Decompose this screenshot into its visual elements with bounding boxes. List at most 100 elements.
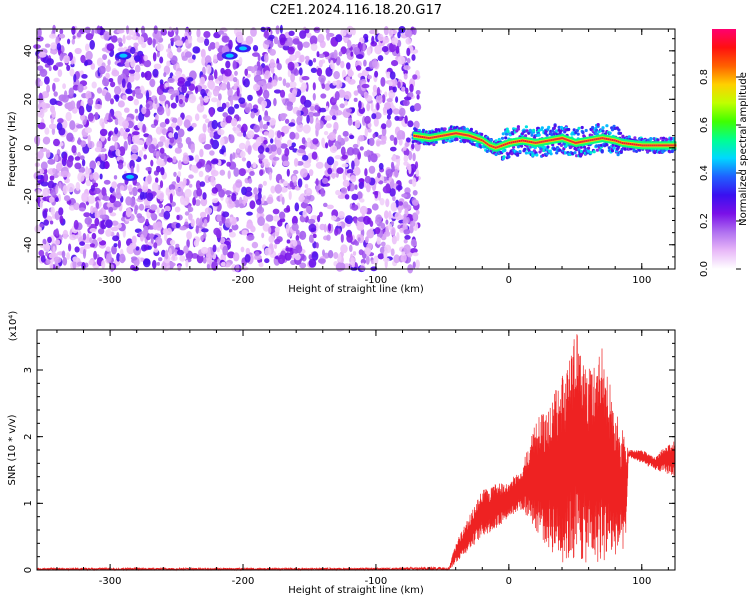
noise-blob	[143, 181, 149, 187]
noise-blob	[105, 64, 111, 73]
noise-blob	[167, 51, 173, 59]
noise-blob	[86, 233, 90, 242]
noise-blob	[270, 185, 276, 194]
noise-blob	[314, 104, 320, 111]
noise-blob	[40, 254, 46, 263]
noise-blob	[246, 160, 252, 169]
hotspot-inner	[225, 53, 234, 58]
signal-peak	[492, 145, 495, 148]
noise-blob	[156, 158, 164, 166]
signal-peak	[498, 145, 501, 148]
signal-spread	[549, 152, 553, 156]
noise-blob	[272, 156, 280, 161]
noise-blob	[391, 235, 397, 245]
noise-blob	[255, 136, 262, 147]
noise-blob	[264, 70, 271, 80]
noise-blob	[71, 38, 76, 45]
noise-blob	[183, 119, 191, 129]
noise-blob	[220, 67, 225, 75]
noise-blob	[150, 159, 154, 167]
noise-blob	[49, 175, 55, 181]
noise-blob	[327, 250, 334, 259]
noise-blob	[351, 262, 355, 268]
noise-blob	[336, 167, 344, 175]
noise-blob	[308, 234, 314, 243]
noise-blob	[302, 209, 308, 218]
noise-blob	[185, 137, 192, 145]
noise-blob	[99, 173, 103, 180]
noise-blob	[211, 97, 218, 103]
noise-blob	[255, 199, 262, 205]
noise-blob	[73, 219, 79, 230]
noise-blob	[84, 217, 93, 225]
noise-blob	[257, 154, 266, 159]
noise-blob	[346, 147, 355, 156]
noise-blob	[279, 113, 288, 118]
noise-blob	[412, 213, 418, 221]
noise-blob	[158, 94, 167, 102]
noise-blob	[400, 253, 407, 263]
noise-blob	[74, 162, 82, 170]
noise-blob	[250, 27, 257, 37]
noise-blob	[351, 147, 360, 155]
noise-blob	[338, 211, 345, 219]
signal-spread	[528, 128, 533, 132]
signal-spread	[553, 147, 557, 151]
spectrogram-x-tick-label: 0	[506, 275, 512, 286]
noise-blob	[286, 205, 291, 212]
noise-blob	[412, 261, 416, 269]
noise-blob	[152, 68, 159, 78]
noise-blob	[391, 37, 399, 45]
noise-blob	[412, 177, 417, 188]
noise-blob	[83, 243, 92, 249]
noise-blob	[37, 150, 44, 159]
noise-blob	[397, 81, 401, 89]
noise-blob	[213, 69, 218, 80]
noise-blob	[43, 173, 49, 183]
signal-spread	[573, 151, 577, 155]
noise-blob	[351, 107, 355, 113]
noise-blob	[390, 146, 397, 152]
noise-blob	[310, 105, 315, 112]
noise-blob	[326, 32, 331, 41]
noise-blob	[213, 227, 221, 236]
noise-blob	[205, 164, 211, 173]
noise-blob	[256, 61, 261, 67]
signal-spread	[479, 145, 483, 149]
noise-blob	[313, 112, 321, 117]
noise-blob	[145, 90, 150, 101]
noise-blob	[375, 214, 383, 223]
noise-blob	[195, 86, 199, 94]
noise-blob	[116, 29, 125, 34]
noise-blob	[359, 37, 365, 44]
noise-blob	[107, 59, 111, 66]
noise-blob	[367, 128, 372, 133]
noise-blob	[182, 154, 190, 164]
noise-blob	[238, 196, 243, 205]
spectrogram-frame	[36, 28, 676, 270]
signal-spread	[607, 146, 611, 150]
noise-blob	[174, 71, 182, 76]
noise-blob	[175, 187, 184, 197]
noise-blob	[158, 203, 163, 209]
noise-blob	[324, 115, 332, 121]
colorbar-tick-label: 0.0	[699, 261, 710, 277]
noise-blob	[201, 228, 209, 233]
noise-blob	[406, 57, 411, 64]
noise-blob	[343, 91, 352, 100]
noise-blob	[377, 172, 381, 179]
noise-blob	[259, 120, 264, 129]
noise-blob	[344, 100, 348, 106]
noise-blob	[72, 260, 77, 269]
signal-spread	[497, 137, 501, 142]
snr-x-tick-label: 100	[632, 576, 651, 587]
noise-blob	[225, 101, 230, 108]
signal-spread	[524, 134, 528, 138]
noise-blob	[312, 82, 316, 91]
noise-blob	[364, 175, 372, 184]
noise-blob	[246, 223, 254, 229]
noise-blob	[232, 60, 237, 70]
noise-blob	[172, 156, 177, 163]
noise-blob	[126, 35, 132, 41]
